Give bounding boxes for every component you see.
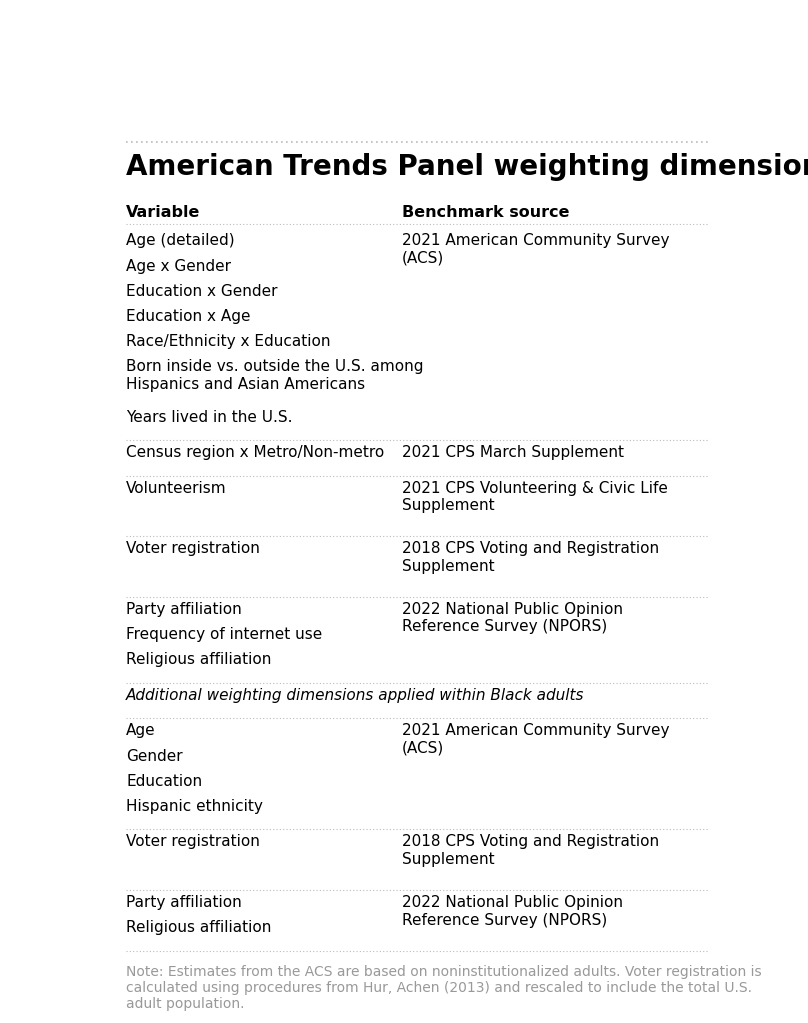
- Text: Race/Ethnicity x Education: Race/Ethnicity x Education: [126, 335, 330, 349]
- Text: Census region x Metro/Non-metro: Census region x Metro/Non-metro: [126, 445, 385, 460]
- Text: Gender: Gender: [126, 749, 183, 763]
- Text: Hispanic ethnicity: Hispanic ethnicity: [126, 799, 263, 814]
- Text: 2021 American Community Survey
(ACS): 2021 American Community Survey (ACS): [402, 723, 669, 756]
- Text: 2022 National Public Opinion
Reference Survey (NPORS): 2022 National Public Opinion Reference S…: [402, 603, 623, 634]
- Text: Age x Gender: Age x Gender: [126, 259, 231, 273]
- Text: Religious affiliation: Religious affiliation: [126, 653, 271, 667]
- Text: Benchmark source: Benchmark source: [402, 206, 569, 221]
- Text: Born inside vs. outside the U.S. among
Hispanics and Asian Americans: Born inside vs. outside the U.S. among H…: [126, 359, 423, 392]
- Text: Voter registration: Voter registration: [126, 835, 260, 849]
- Text: 2018 CPS Voting and Registration
Supplement: 2018 CPS Voting and Registration Supplem…: [402, 835, 659, 866]
- Text: Party affiliation: Party affiliation: [126, 603, 242, 617]
- Text: Note: Estimates from the ACS are based on noninstitutionalized adults. Voter reg: Note: Estimates from the ACS are based o…: [126, 965, 762, 1011]
- Text: Age (detailed): Age (detailed): [126, 233, 234, 249]
- Text: 2018 CPS Voting and Registration
Supplement: 2018 CPS Voting and Registration Supplem…: [402, 541, 659, 574]
- Text: 2021 CPS March Supplement: 2021 CPS March Supplement: [402, 445, 624, 460]
- Text: Variable: Variable: [126, 206, 200, 221]
- Text: Party affiliation: Party affiliation: [126, 895, 242, 910]
- Text: 2021 American Community Survey
(ACS): 2021 American Community Survey (ACS): [402, 233, 669, 266]
- Text: Education x Gender: Education x Gender: [126, 283, 278, 299]
- Text: Additional weighting dimensions applied within Black adults: Additional weighting dimensions applied …: [126, 687, 584, 703]
- Text: American Trends Panel weighting dimensions: American Trends Panel weighting dimensio…: [126, 152, 808, 181]
- Text: Education: Education: [126, 773, 202, 789]
- Text: Years lived in the U.S.: Years lived in the U.S.: [126, 410, 292, 425]
- Text: Frequency of internet use: Frequency of internet use: [126, 627, 322, 642]
- Text: 2022 National Public Opinion
Reference Survey (NPORS): 2022 National Public Opinion Reference S…: [402, 895, 623, 928]
- Text: 2021 CPS Volunteering & Civic Life
Supplement: 2021 CPS Volunteering & Civic Life Suppl…: [402, 481, 667, 514]
- Text: Volunteerism: Volunteerism: [126, 481, 227, 496]
- Text: Education x Age: Education x Age: [126, 309, 250, 324]
- Text: Voter registration: Voter registration: [126, 541, 260, 557]
- Text: Religious affiliation: Religious affiliation: [126, 921, 271, 935]
- Text: Age: Age: [126, 723, 156, 739]
